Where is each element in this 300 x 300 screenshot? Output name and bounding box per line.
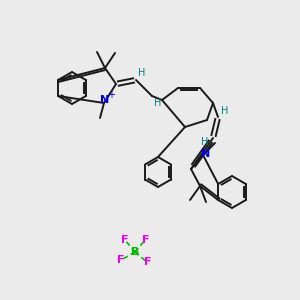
Text: F: F [121, 235, 128, 245]
Text: H: H [154, 98, 162, 108]
Text: F: F [117, 255, 125, 265]
Text: F: F [143, 257, 151, 267]
Text: +: + [107, 90, 115, 100]
Text: H: H [201, 137, 209, 147]
Text: H: H [221, 106, 229, 116]
Text: N: N [100, 95, 109, 105]
Text: B: B [131, 247, 139, 257]
Text: N: N [201, 149, 211, 159]
Text: H: H [138, 68, 146, 78]
Text: F: F [142, 235, 149, 245]
